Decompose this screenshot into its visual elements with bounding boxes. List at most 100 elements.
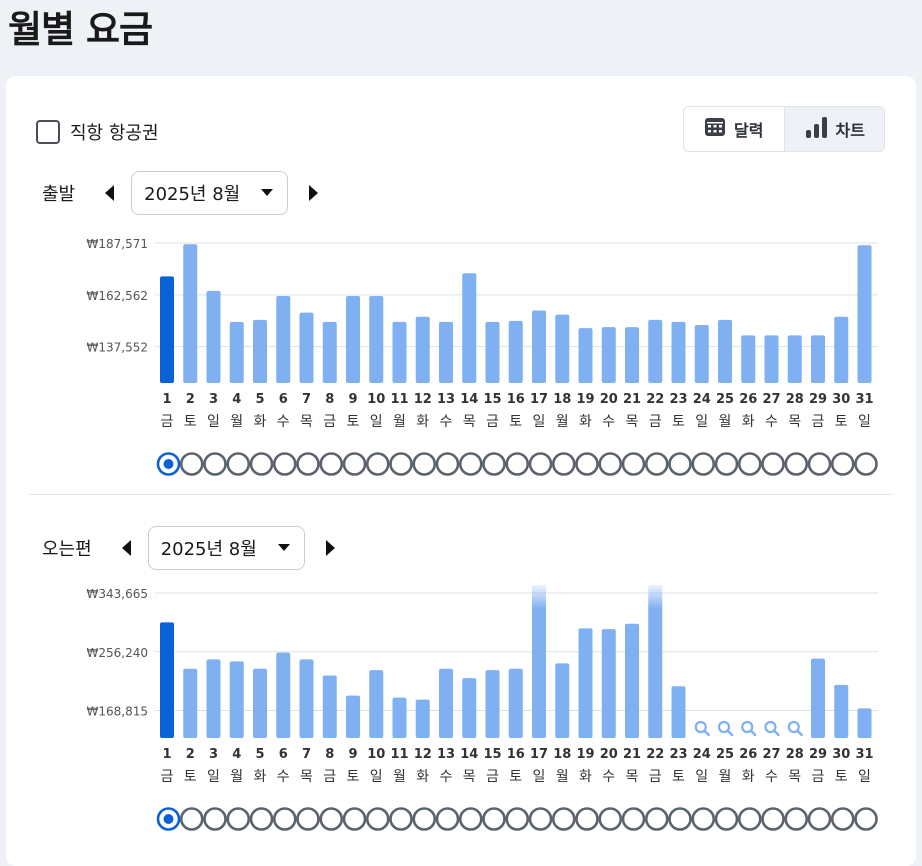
day-radio-8[interactable] (319, 452, 344, 476)
day-radio-29[interactable] (807, 452, 832, 476)
day-radio-21[interactable] (621, 807, 646, 831)
day-radio-5[interactable] (249, 807, 274, 831)
day-radio-17[interactable] (528, 807, 553, 831)
day-radio-9[interactable] (342, 807, 367, 831)
fare-bar-day-21[interactable] (625, 623, 639, 738)
day-radio-2[interactable] (179, 807, 204, 831)
day-radio-27[interactable] (761, 807, 785, 831)
fare-bar-day-30[interactable] (834, 316, 849, 383)
fare-bar-day-19[interactable] (578, 328, 593, 383)
fare-bar-day-22[interactable] (648, 585, 663, 738)
day-radio-6[interactable] (272, 452, 297, 476)
fare-bar-day-20[interactable] (601, 629, 616, 738)
day-radio-24[interactable] (691, 452, 716, 476)
fare-bar-day-29[interactable] (811, 335, 825, 383)
day-radio-31[interactable] (854, 452, 878, 476)
fare-bar-day-3[interactable] (206, 659, 221, 738)
day-radio-26[interactable] (737, 452, 762, 476)
day-radio-15[interactable] (482, 807, 506, 831)
departure-prev-month-button[interactable] (97, 181, 121, 205)
day-radio-31[interactable] (854, 807, 878, 831)
day-radio-13[interactable] (435, 452, 460, 476)
day-radio-20[interactable] (598, 452, 623, 476)
fare-bar-day-6[interactable] (276, 296, 291, 383)
day-radio-4[interactable] (226, 452, 251, 476)
fare-bar-day-21[interactable] (625, 327, 639, 383)
fare-bar-day-16[interactable] (508, 668, 523, 738)
fare-bar-day-11[interactable] (392, 321, 407, 383)
day-radio-3[interactable] (203, 452, 227, 476)
day-radio-22[interactable] (644, 807, 669, 831)
search-icon[interactable] (787, 720, 803, 737)
fare-bar-day-4[interactable] (229, 321, 244, 383)
fare-bar-day-16[interactable] (508, 320, 523, 383)
fare-bar-day-5[interactable] (253, 668, 267, 738)
fare-bar-day-1[interactable] (160, 276, 174, 383)
day-radio-27[interactable] (761, 452, 785, 476)
fare-bar-day-12[interactable] (415, 699, 430, 738)
day-radio-11[interactable] (389, 452, 413, 476)
day-radio-8[interactable] (319, 807, 344, 831)
fare-bar-day-18[interactable] (555, 314, 570, 383)
day-radio-2[interactable] (179, 452, 204, 476)
day-radio-11[interactable] (389, 807, 413, 831)
fare-bar-day-31[interactable] (857, 708, 872, 738)
fare-bar-day-13[interactable] (439, 668, 453, 738)
search-icon[interactable] (741, 720, 757, 737)
day-radio-25[interactable] (714, 452, 739, 476)
search-icon[interactable] (717, 720, 734, 737)
fare-bar-day-19[interactable] (578, 628, 593, 738)
departure-next-month-button[interactable] (302, 181, 326, 205)
day-radio-12[interactable] (412, 807, 437, 831)
day-radio-3[interactable] (203, 807, 227, 831)
departure-month-select[interactable]: 2025년 8월 (131, 171, 289, 215)
day-radio-12[interactable] (412, 452, 437, 476)
fare-bar-day-25[interactable] (718, 319, 732, 383)
day-radio-28[interactable] (784, 452, 809, 476)
day-radio-5[interactable] (249, 452, 274, 476)
return-prev-month-button[interactable] (114, 536, 138, 560)
day-radio-28[interactable] (784, 807, 809, 831)
day-radio-10[interactable] (365, 452, 390, 476)
day-radio-6[interactable] (272, 807, 297, 831)
direct-flight-checkbox[interactable] (36, 120, 60, 144)
return-next-month-button[interactable] (319, 536, 343, 560)
day-radio-19[interactable] (575, 452, 599, 476)
day-radio-15[interactable] (482, 452, 506, 476)
search-icon[interactable] (694, 720, 710, 737)
fare-bar-day-14[interactable] (462, 678, 477, 738)
fare-bar-day-28[interactable] (787, 335, 802, 383)
day-radio-30[interactable] (830, 807, 855, 831)
day-radio-7[interactable] (296, 807, 320, 831)
fare-bar-day-5[interactable] (253, 319, 267, 383)
day-radio-13[interactable] (435, 807, 460, 831)
direct-flight-filter[interactable]: 직항 항공권 (36, 118, 159, 146)
fare-bar-day-20[interactable] (601, 327, 616, 383)
day-radio-16[interactable] (505, 452, 530, 476)
day-radio-17[interactable] (528, 452, 553, 476)
day-radio-23[interactable] (668, 452, 692, 476)
day-radio-18[interactable] (551, 452, 576, 476)
fare-bar-day-3[interactable] (206, 290, 221, 383)
fare-bar-day-12[interactable] (415, 316, 430, 383)
day-radio-14[interactable] (458, 452, 483, 476)
fare-bar-day-18[interactable] (555, 663, 570, 738)
day-radio-10[interactable] (365, 807, 390, 831)
fare-bar-day-1[interactable] (160, 622, 174, 738)
day-radio-4[interactable] (226, 807, 251, 831)
fare-bar-day-8[interactable] (322, 321, 337, 383)
day-radio-22[interactable] (644, 452, 669, 476)
day-radio-21[interactable] (621, 452, 646, 476)
fare-bar-day-14[interactable] (462, 273, 477, 383)
day-radio-26[interactable] (737, 807, 762, 831)
fare-bar-day-7[interactable] (299, 312, 314, 383)
fare-bar-day-2[interactable] (183, 244, 198, 383)
fare-bar-day-15[interactable] (485, 670, 500, 738)
calendar-view-button[interactable]: 달력 (684, 107, 784, 151)
fare-bar-day-10[interactable] (369, 296, 384, 383)
day-radio-24[interactable] (691, 807, 716, 831)
search-icon[interactable] (764, 720, 780, 737)
fare-bar-day-6[interactable] (276, 652, 291, 738)
fare-bar-day-29[interactable] (811, 658, 825, 738)
fare-bar-day-2[interactable] (183, 668, 198, 738)
